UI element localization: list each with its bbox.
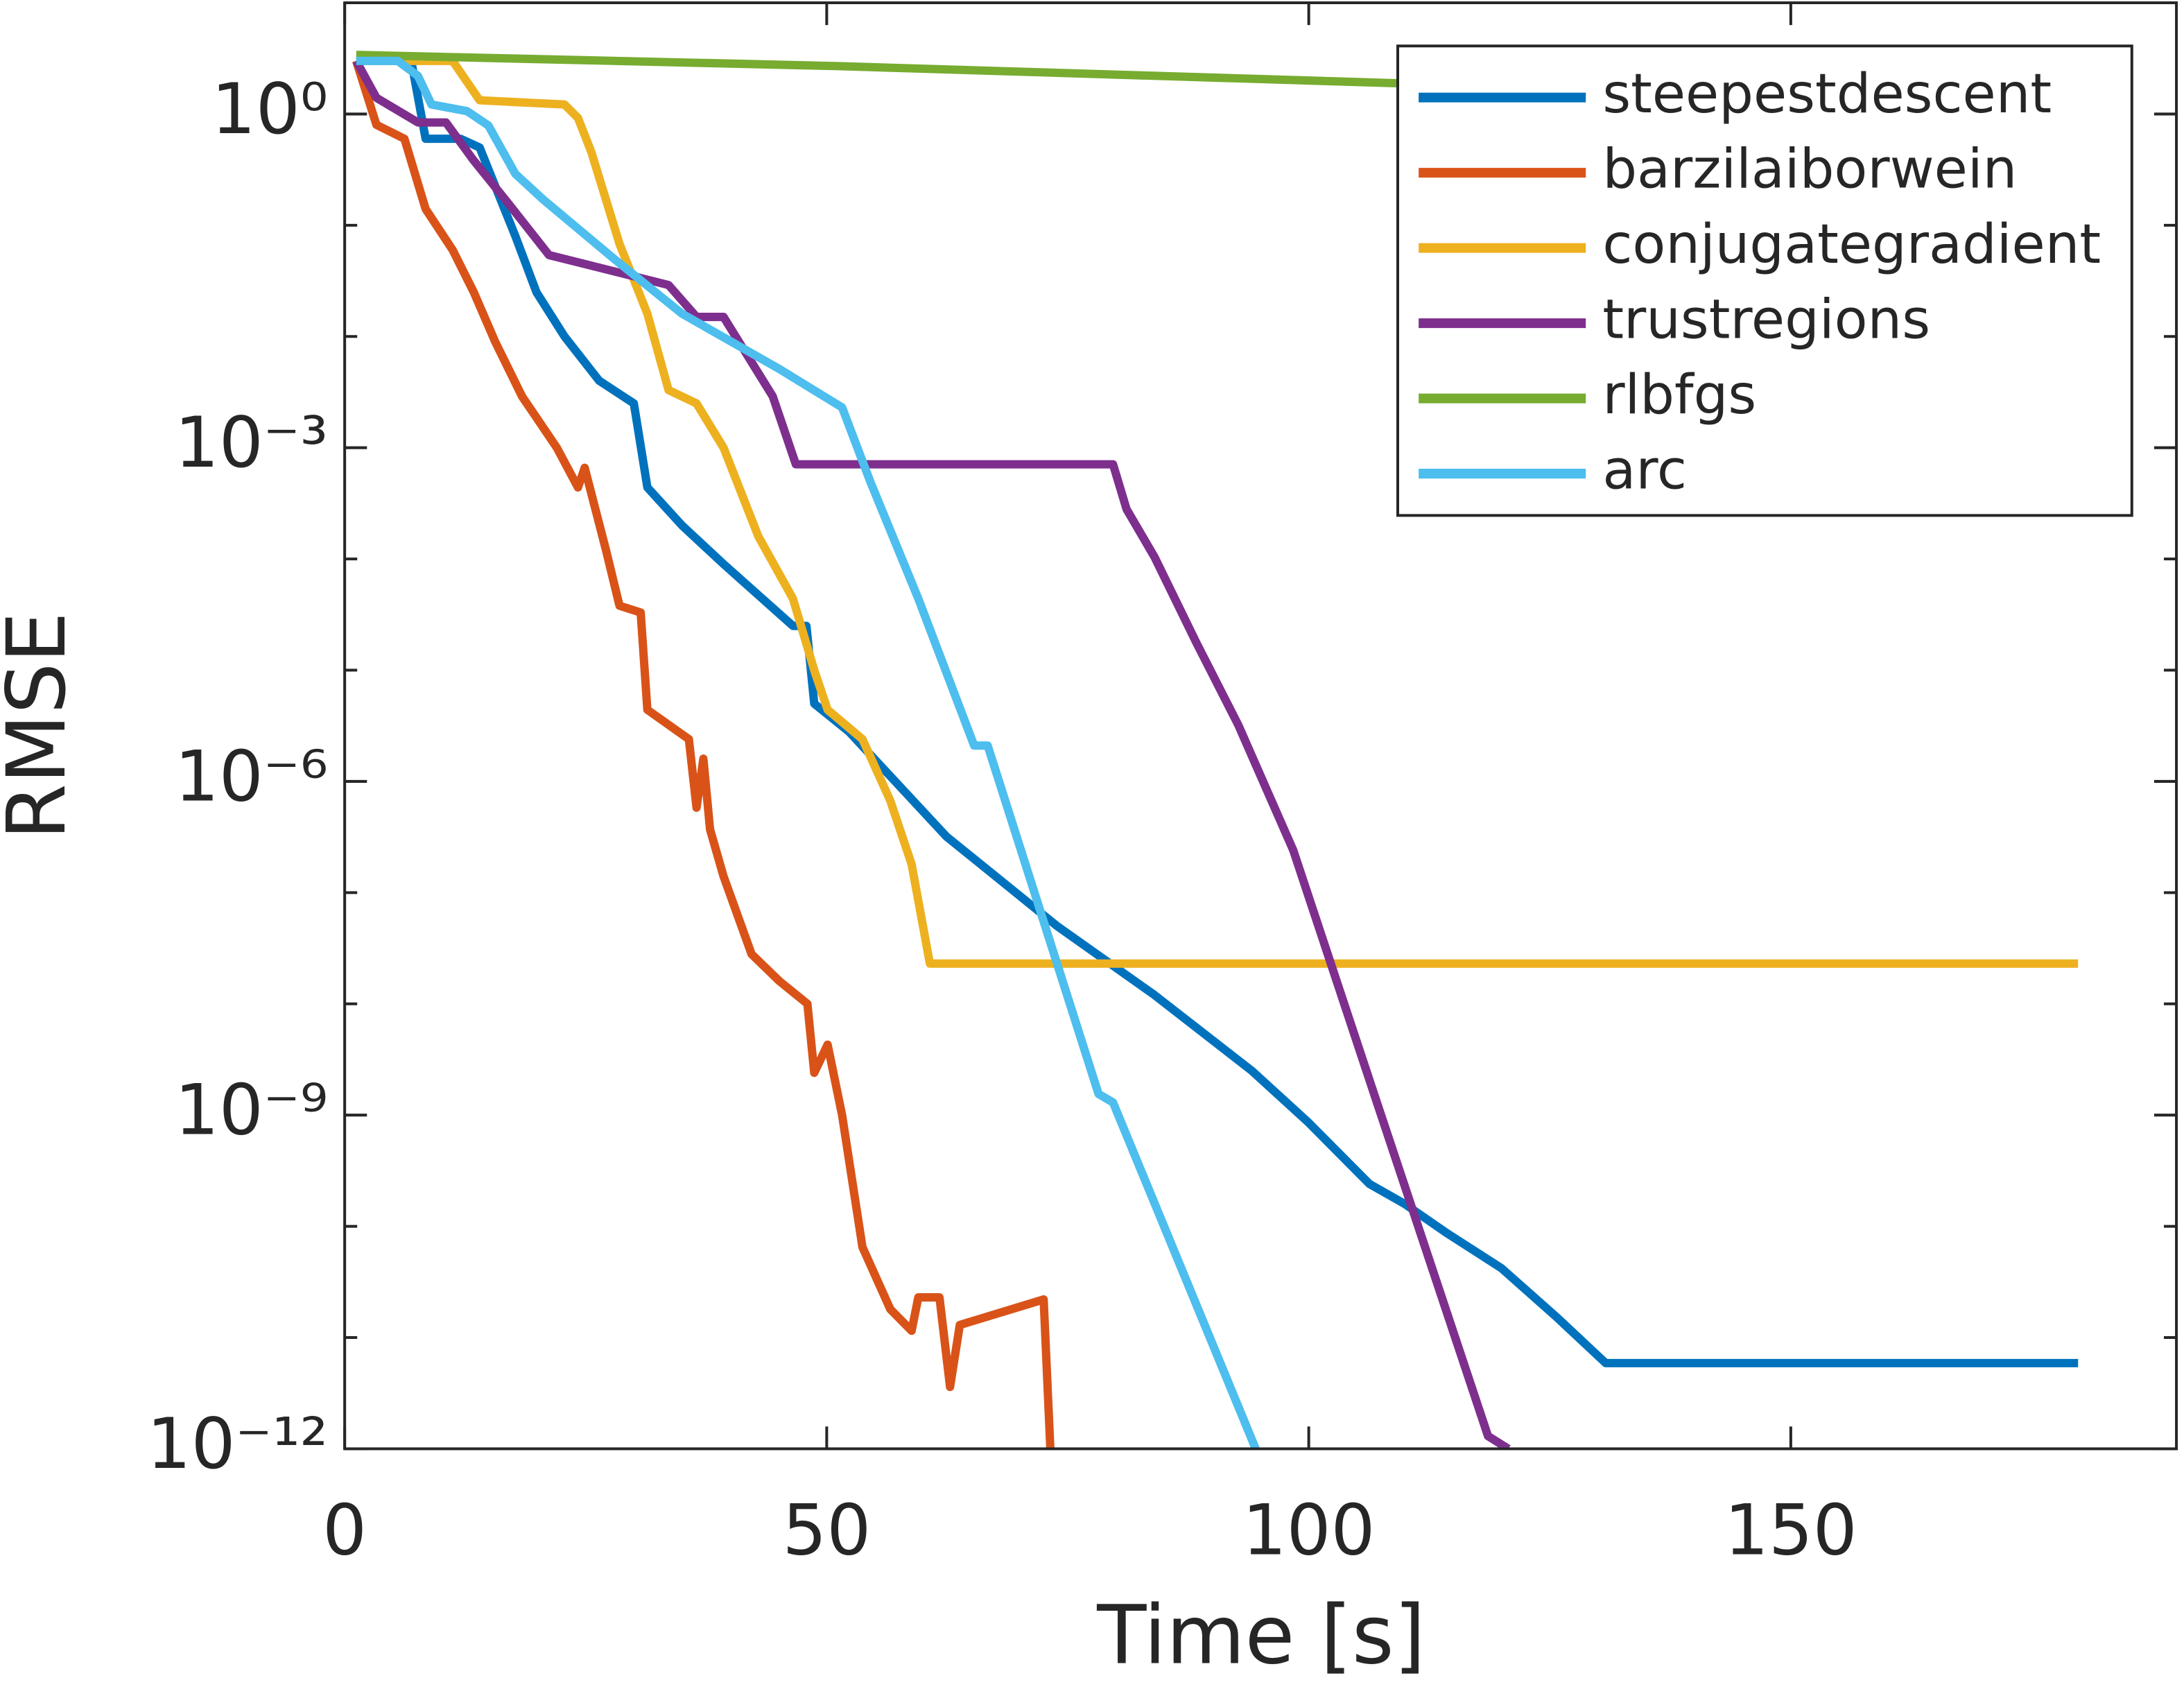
legend-label: trustregions (1602, 288, 1930, 352)
legend-label: conjugategradient (1602, 213, 2101, 276)
legend-label: rlbfgs (1602, 363, 1756, 426)
legend-label: steepestdescent (1602, 62, 2052, 126)
legend-label: barzilaiborwein (1602, 138, 2017, 201)
legend-box (1396, 44, 2133, 517)
series-line (352, 58, 1511, 1449)
axes-box (343, 1, 2178, 1451)
legend: steepestdescent barzilaiborwein conjugateg… (1396, 44, 2133, 517)
series-line (356, 56, 1260, 1449)
x-tick-label: 50 (782, 1489, 871, 1571)
y-tick-label: 10⁻⁶ (175, 736, 328, 817)
x-tick-label: 150 (1724, 1489, 1857, 1571)
y-tick-label: 10⁰ (211, 69, 328, 150)
x-axis-label: Time [s] (1096, 1589, 1425, 1682)
y-tick-label: 10⁻³ (175, 402, 328, 483)
plot-area (352, 51, 2079, 1449)
y-tick-label: 10⁻⁹ (175, 1070, 328, 1151)
series-line (356, 56, 2079, 1367)
x-tick-label: 100 (1242, 1489, 1376, 1571)
y-tick-label: 10⁻¹² (147, 1403, 328, 1485)
x-tick-label: 0 (322, 1489, 367, 1571)
series-line (352, 59, 1055, 1449)
y-axis-label: RMSE (0, 612, 84, 840)
legend-label: arc (1602, 439, 1687, 502)
series-line (356, 56, 2079, 968)
